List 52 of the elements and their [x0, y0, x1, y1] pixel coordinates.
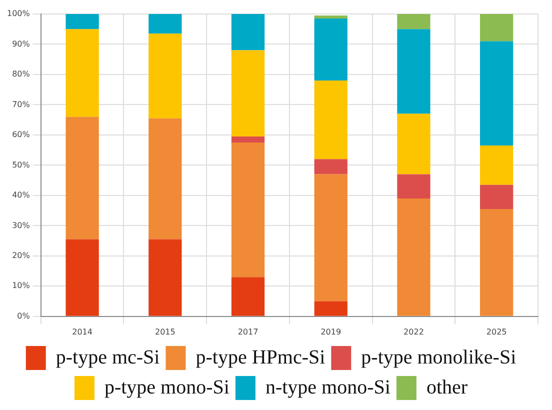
y-tick-label: 20% — [12, 251, 30, 260]
bar — [314, 174, 348, 302]
bar — [148, 34, 182, 118]
y-tick-label: 80% — [12, 70, 30, 79]
bar — [480, 184, 514, 210]
x-tick-label: 2025 — [486, 327, 507, 336]
y-tick-label: 10% — [12, 281, 30, 290]
legend-label: p-type mono-Si — [104, 376, 230, 398]
x-tick-label: 2015 — [154, 327, 176, 336]
legend-label: other — [426, 376, 468, 398]
bar — [66, 14, 99, 30]
bar — [397, 114, 430, 174]
y-tick-label: 60% — [12, 130, 30, 140]
bar — [148, 118, 182, 240]
bar — [314, 80, 348, 160]
y-tick-label: 50% — [12, 160, 30, 170]
x-tick-label: 2017 — [238, 327, 258, 336]
y-tick-label: 40% — [12, 190, 30, 200]
bar — [66, 116, 99, 240]
bar — [397, 14, 430, 30]
y-tick-label: 100% — [6, 9, 30, 18]
legend-label: n-type mono-Si — [265, 376, 391, 398]
bar — [480, 146, 514, 185]
x-tick-label: 2019 — [320, 327, 342, 336]
bar — [480, 209, 514, 316]
bar — [480, 14, 514, 42]
bar — [480, 41, 514, 146]
bar — [148, 14, 182, 34]
bar — [397, 174, 430, 198]
bar — [314, 159, 348, 174]
bar — [231, 277, 265, 316]
bar — [148, 239, 182, 316]
x-tick-label: 2014 — [72, 327, 92, 336]
bar — [231, 136, 265, 143]
y-tick-label: 30% — [12, 220, 30, 230]
bar — [314, 16, 348, 19]
y-tick-label: 90% — [12, 39, 30, 48]
y-tick-label: 0% — [17, 311, 30, 320]
y-tick-label: 70% — [12, 100, 30, 109]
bar — [397, 29, 430, 114]
x-tick-label: 2022 — [404, 327, 424, 336]
legend-label: p-type monolike-Si — [361, 346, 517, 368]
bar — [397, 198, 430, 316]
legend-label: p-type HPmc-Si — [196, 346, 326, 368]
bar — [314, 18, 348, 81]
bar — [66, 239, 99, 316]
bar — [231, 14, 265, 50]
bar — [66, 29, 99, 117]
legend-label: p-type mc-Si — [56, 346, 160, 368]
bar — [231, 142, 265, 278]
bar — [231, 50, 265, 136]
bar — [314, 301, 348, 316]
